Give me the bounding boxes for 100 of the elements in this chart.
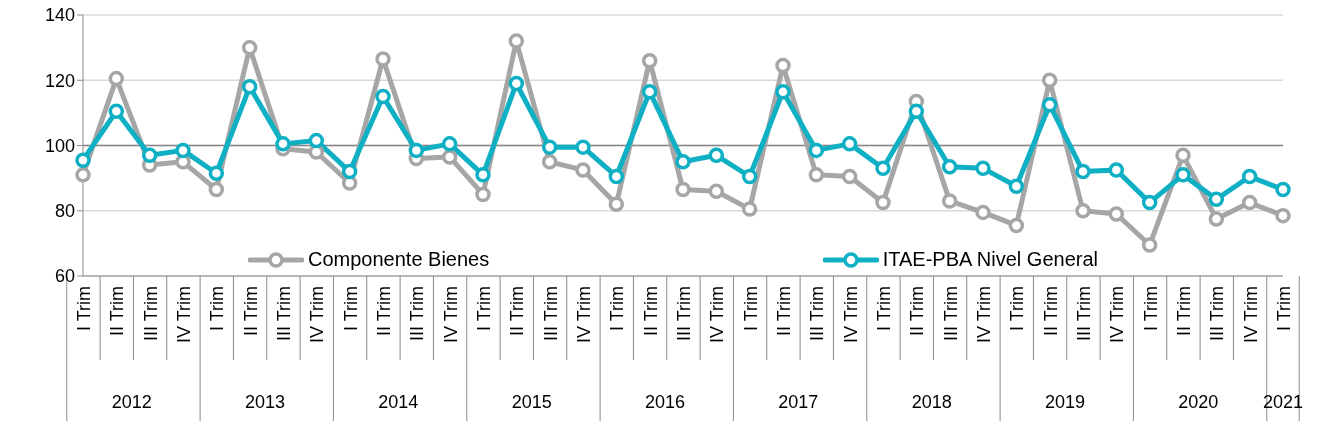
point [1041,96,1058,113]
point [1175,147,1191,164]
point [208,181,225,198]
point [1208,191,1225,208]
x-tick-label: III Trim [807,286,828,341]
x-tick-label: III Trim [274,286,294,341]
x-tick-label: I Trim [474,286,494,331]
point [241,79,258,95]
text: 2012 [111,392,152,412]
point [108,70,125,87]
point [1108,206,1125,222]
x-tick-label: IV Trim [974,286,994,343]
point [575,139,591,155]
point [875,160,891,177]
x-tick-label: I Trim [1140,286,1161,331]
x-tick-label: IV Trim [707,286,728,343]
point [1075,203,1091,219]
x-tick-label: I Trim [74,286,94,331]
point [975,160,991,177]
point [775,83,791,100]
point [475,186,491,203]
point [1041,72,1058,88]
y-tick-label: 120 [44,70,75,91]
point [408,142,425,159]
x-tick-label: I Trim [207,286,228,331]
x-tick-label: I Trim [740,286,761,331]
x-tick-label: III Trim [540,286,561,341]
y-tick-label: 80 [54,201,75,222]
x-tick-label: I Trim [1274,286,1294,331]
y-tick-label: 100 [44,135,75,156]
point [775,57,791,74]
text: 2016 [644,392,686,412]
point [575,162,591,178]
x-tick-label: IV Trim [840,286,861,343]
point [241,39,258,56]
x-tick-label: III Trim [674,286,694,341]
x-tick-label: I Trim [607,286,628,331]
point [1008,178,1025,195]
x-tick-label: III Trim [940,286,961,341]
point [1008,217,1025,234]
point [1075,163,1091,180]
point [675,181,691,198]
x-tick-label: II Trim [507,286,528,336]
point [375,51,391,67]
x-tick-label: II Trim [240,286,261,336]
text: 2018 [911,392,952,412]
point [741,201,758,217]
point [75,152,91,168]
point [1275,181,1291,198]
point [608,196,625,212]
point [208,165,225,181]
text: 2013 [244,392,286,412]
x-tick-label: III Trim [140,286,161,341]
point [841,168,858,185]
x-tick-label: II Trim [1040,286,1061,336]
x-tick-label: II Trim [640,286,661,336]
point [608,168,625,185]
y-tick-label: 140 [44,5,75,26]
point [941,158,958,175]
x-tick-label: I Trim [1007,286,1028,331]
point [1175,167,1191,183]
x-tick-label: I Trim [874,286,894,331]
x-tick-label: III Trim [407,286,428,341]
point [1208,211,1225,227]
text: 2014 [378,392,419,412]
x-tick-label: IV Trim [307,286,328,343]
point [975,204,991,221]
point [375,88,391,105]
point [275,136,291,152]
point [508,75,525,92]
point [875,194,891,211]
legend-label: ITAE-PBA Nivel General [882,248,1098,271]
point [641,52,658,69]
x-tick-label: II Trim [774,286,794,336]
point [541,154,558,170]
point [541,139,558,155]
text: 2020 [1178,392,1219,412]
text: 2015 [511,392,552,412]
point [708,147,725,164]
x-tick-label: IV Trim [1240,286,1261,343]
point [808,142,825,159]
x-tick-label: II Trim [907,286,928,336]
point [1108,162,1125,178]
point [741,168,758,185]
point [1141,237,1158,253]
point [641,83,658,100]
point [341,163,358,180]
x-tick-label: II Trim [1174,286,1194,336]
x-tick-label: IV Trim [174,286,194,343]
point [441,136,458,152]
point [808,167,825,183]
point [475,167,491,183]
point [1141,194,1158,211]
text: 2017 [778,392,819,412]
x-tick-label: IV Trim [1107,286,1128,343]
x-tick-label: IV Trim [574,286,594,343]
point [941,193,958,209]
point [1275,207,1291,224]
text: 2021 [1262,392,1304,412]
point [841,136,858,152]
